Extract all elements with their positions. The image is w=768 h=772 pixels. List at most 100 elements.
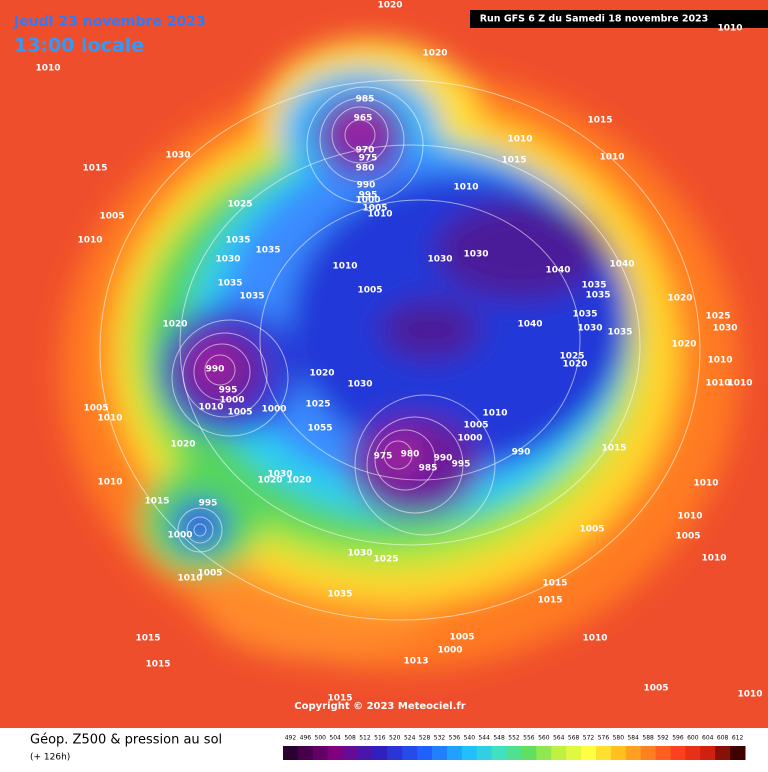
legend-swatch (387, 746, 403, 760)
isobar-label: 975 (359, 154, 378, 164)
isobar-label: 1025 (227, 200, 252, 210)
isobar-label: 1010 (717, 24, 742, 34)
legend-swatch (357, 746, 373, 760)
legend-swatch (312, 746, 329, 760)
isobar-label: 965 (354, 114, 373, 124)
legend-swatch (670, 746, 686, 760)
color-legend: 492 496 500 504 508 512 516 520 524 528 532 536 540 5… (283, 735, 746, 760)
legend-tick-label: 516 (374, 735, 386, 742)
legend-tick-label: 496 (300, 735, 312, 742)
legend-tick-label: 556 (523, 735, 535, 742)
legend-tick-label: 508 (344, 735, 356, 742)
legend-tick-label: 544 (478, 735, 490, 742)
isobar-label: 1005 (227, 408, 252, 418)
isobar-label: 1010 (35, 64, 60, 74)
legend-tick-label: 572 (583, 735, 595, 742)
legend-swatch (402, 746, 418, 760)
isobar-label: 995 (359, 191, 378, 201)
isobar-label: 1035 (255, 246, 280, 256)
isobar-label: 1005 (362, 204, 387, 214)
isobar-label: 990 (434, 454, 453, 464)
isobar-label: 1015 (542, 579, 567, 589)
isobar-label: 975 (374, 452, 393, 462)
isobar-label: 1010 (701, 554, 726, 564)
isobar-label: 995 (219, 386, 238, 396)
legend-tick-label: 560 (538, 735, 550, 742)
isobar-label: 990 (512, 448, 531, 458)
isobar-label: 995 (452, 460, 471, 470)
isobar-label: 1005 (357, 286, 382, 296)
isobar-label: 1010 (737, 690, 762, 700)
isobar-label: 1010 (693, 479, 718, 489)
legend-swatch (715, 746, 731, 760)
isobar-label: 1005 (197, 569, 222, 579)
isobar-label: 1010 (677, 512, 702, 522)
legend-tick-label: 500 (315, 735, 327, 742)
isobar-label: 1020 (286, 476, 311, 486)
isobar-label: 1000 (261, 405, 286, 415)
legend-tick-label: 568 (568, 735, 580, 742)
isobar-label: 1035 (581, 281, 606, 291)
isobar-label: 1010 (727, 379, 752, 389)
isobar-label: 1030 (347, 549, 372, 559)
legend-tick-label: 548 (493, 735, 505, 742)
isobar-label: 1015 (501, 156, 526, 166)
legend-tick-label: 532 (434, 735, 446, 742)
isobar-label: 980 (401, 450, 420, 460)
legend-tick-label: 552 (508, 735, 520, 742)
isobar-label: 1010 (97, 478, 122, 488)
isobar-label: 990 (357, 181, 376, 191)
isobar-label: 1025 (373, 555, 398, 565)
isobar-label: 1030 (215, 255, 240, 265)
isobar-label: 1010 (97, 414, 122, 424)
legend-swatch (595, 746, 612, 760)
footer-subtitle: (+ 126h) (30, 753, 70, 763)
isobar-label: 1030 (347, 380, 372, 390)
isobar-label: 1000 (167, 531, 192, 541)
isobar-label: 1035 (239, 292, 264, 302)
legend-swatch (506, 746, 522, 760)
isobar-label: 1000 (457, 434, 482, 444)
legend-tick-label: 608 (717, 735, 729, 742)
isobar-label: 990 (206, 365, 225, 375)
legend-swatch (521, 746, 537, 760)
isobar-label: 1000 (219, 396, 244, 406)
isobar-label: 1030 (463, 250, 488, 260)
isobar-label: 1005 (449, 633, 474, 643)
legend-swatch (685, 746, 701, 760)
legend-tick-label: 536 (449, 735, 461, 742)
isobar-label: 1055 (307, 424, 332, 434)
isobar-label: 1020 (671, 340, 696, 350)
isobar-label: 1010 (332, 262, 357, 272)
legend-tick-label: 520 (389, 735, 401, 742)
isobar-label: 1015 (135, 634, 160, 644)
isobar-label: 1020 (162, 320, 187, 330)
isobar-label: 1025 (559, 352, 584, 362)
legend-tick-label: 592 (657, 735, 669, 742)
legend-swatch (536, 746, 552, 760)
isobar-label: 1005 (83, 404, 108, 414)
legend-swatch (551, 746, 567, 760)
legend-swatch (432, 746, 448, 760)
legend-swatch (342, 746, 359, 760)
legend-tick-label: 600 (687, 735, 699, 742)
legend-swatch (372, 746, 388, 760)
isobar-label: 1040 (545, 266, 570, 276)
legend-tick-label: 596 (672, 735, 684, 742)
isobars (99, 79, 701, 621)
isobar-label: 1005 (579, 525, 604, 535)
isobar-label: 995 (199, 499, 218, 509)
isobar-label: 1010 (177, 574, 202, 584)
date: Jeudi 23 novembre 2023 (13, 14, 206, 30)
legend-swatch (655, 746, 671, 760)
isobar-label: 985 (356, 95, 375, 105)
legend-tick-label: 580 (613, 735, 625, 742)
isobar-label: 1035 (217, 279, 242, 289)
isobar-label: 1020 (377, 1, 402, 11)
isobar-label: 1030 (712, 324, 737, 334)
isobar-label: 1015 (587, 116, 612, 126)
legend-swatch (581, 746, 597, 760)
isobar-label: 1030 (427, 255, 452, 265)
isobar-labels: 1010102010301015985965970975980990995100… (35, 1, 762, 704)
isobar-label: 1020 (667, 294, 692, 304)
